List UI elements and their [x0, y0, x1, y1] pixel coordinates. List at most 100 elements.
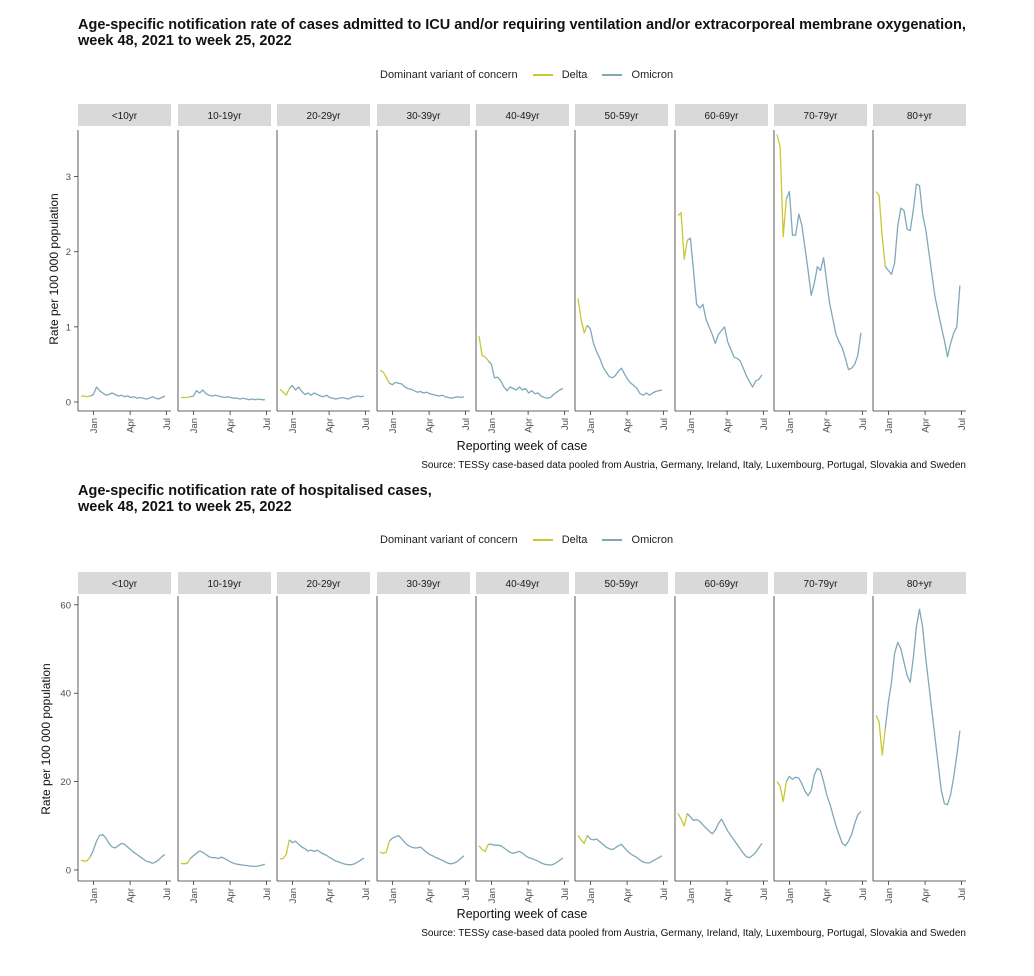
facet-label: 70-79yr	[804, 579, 839, 590]
facet-strip	[575, 572, 668, 594]
legend-key-omicron	[602, 539, 623, 542]
x-tick-label: Jan	[785, 418, 796, 433]
series-line-omicron	[686, 237, 763, 388]
facet-label: 70-79yr	[804, 111, 839, 122]
series-line-omicron	[288, 384, 365, 400]
x-tick-label: Jan	[388, 888, 399, 903]
series-line-omicron	[89, 833, 166, 864]
series-line-delta	[875, 715, 886, 756]
x-tick-label: Apr	[524, 418, 535, 433]
facet-label: 40-49yr	[506, 579, 541, 590]
facet-label: 30-39yr	[407, 579, 442, 590]
x-tick-label: Jan	[288, 418, 299, 433]
source-note: Source: TESSy case-based data pooled fro…	[421, 460, 966, 471]
x-tick-label: Apr	[226, 888, 237, 903]
series-line-delta	[81, 395, 91, 398]
series-line-omicron	[288, 839, 365, 866]
icu-chart: Age-specific notification rate of cases …	[0, 0, 1034, 476]
series-line-delta	[776, 781, 787, 803]
legend-key-delta	[532, 539, 553, 542]
y-tick-label: 0	[66, 865, 71, 876]
legend-label-omicron: Omicron	[631, 534, 674, 547]
series-line-omicron	[586, 324, 663, 396]
series-line-omicron	[90, 386, 166, 400]
series-line-delta	[478, 335, 489, 362]
facet-strip	[476, 572, 569, 594]
x-tick-label: Apr	[126, 888, 137, 903]
x-tick-label: Apr	[921, 888, 932, 903]
legend-title: Dominant variant of concern	[380, 69, 518, 82]
x-tick-label: Jul	[560, 888, 571, 900]
series-line-delta	[279, 839, 290, 860]
facet-label: 40-49yr	[506, 111, 541, 122]
facet-label: 10-19yr	[208, 111, 243, 122]
y-tick-label: 3	[66, 172, 71, 183]
x-tick-label: Jul	[461, 418, 472, 430]
x-tick-label: Jul	[361, 888, 372, 900]
series-line-delta	[577, 835, 588, 845]
x-tick-label: Apr	[723, 418, 734, 433]
series-line-omicron	[389, 381, 465, 399]
x-axis-label: Reporting week of case	[456, 439, 588, 453]
facet-label: 60-69yr	[705, 111, 740, 122]
hospitalised-plot-area: 0 20 40 60 <10yr Jan Apr Jul 10-19yr Jan Apr Jul 20-…	[60, 572, 968, 903]
facet-strip	[873, 572, 966, 594]
x-tick-label: Jul	[162, 888, 173, 900]
facet-strip	[575, 104, 668, 126]
series-line-delta	[577, 298, 588, 334]
x-tick-label: Jul	[262, 418, 273, 430]
facet-label: 10-19yr	[208, 579, 243, 590]
series-line-delta	[478, 844, 489, 853]
series-line-omicron	[884, 183, 961, 358]
facet-strip	[675, 104, 768, 126]
facet-label: 20-29yr	[307, 111, 342, 122]
x-tick-label: Jan	[785, 888, 796, 903]
series-line-delta	[379, 369, 390, 384]
chart-title-line1: Age-specific notification rate of hospit…	[78, 483, 432, 499]
series-line-omicron	[884, 608, 961, 806]
series-line-omicron	[189, 850, 266, 868]
legend-label-delta: Delta	[561, 69, 588, 82]
facet-strip	[178, 572, 271, 594]
x-tick-label: Jan	[686, 418, 697, 433]
source-note: Source: TESSy case-based data pooled fro…	[421, 928, 966, 939]
x-axis-label: Reporting week of case	[456, 907, 588, 921]
x-tick-label: Jan	[884, 888, 895, 903]
facet-strip	[78, 572, 171, 594]
x-tick-label: Jul	[361, 418, 372, 430]
facet-strip	[277, 572, 370, 594]
series-line-omicron	[388, 834, 465, 865]
facet-strip	[377, 572, 470, 594]
series-line-delta	[776, 134, 787, 238]
facet-strip	[675, 572, 768, 594]
series-line-omicron	[190, 389, 265, 401]
x-tick-label: Jul	[759, 418, 770, 430]
legend-label-delta: Delta	[561, 534, 588, 547]
x-tick-label: Apr	[325, 418, 336, 433]
facet-label: 20-29yr	[307, 579, 342, 590]
x-tick-label: Jan	[586, 888, 597, 903]
x-tick-label: Jan	[487, 418, 498, 433]
chart-title: Age-specific notification rate of hospit…	[78, 483, 432, 515]
chart-title: Age-specific notification rate of cases …	[78, 17, 966, 49]
x-tick-label: Jan	[884, 418, 895, 433]
series-line-omicron	[785, 767, 862, 847]
legend-title: Dominant variant of concern	[380, 534, 518, 547]
y-tick-label: 60	[60, 600, 71, 611]
facet-strip	[178, 104, 271, 126]
x-tick-label: Apr	[822, 418, 833, 433]
facet-label: 50-59yr	[605, 111, 640, 122]
chart-title-line1: Age-specific notification rate of cases …	[78, 17, 966, 33]
x-tick-label: Jul	[461, 888, 472, 900]
facet-strip	[873, 104, 966, 126]
x-tick-label: Apr	[623, 888, 634, 903]
facet-strip	[476, 104, 569, 126]
x-tick-label: Jul	[858, 888, 869, 900]
x-tick-label: Apr	[524, 888, 535, 903]
facet-strip	[78, 104, 171, 126]
facet-strip	[277, 104, 370, 126]
x-tick-label: Apr	[921, 418, 932, 433]
x-tick-label: Jul	[957, 888, 968, 900]
x-tick-label: Jan	[487, 888, 498, 903]
x-tick-label: Apr	[723, 888, 734, 903]
